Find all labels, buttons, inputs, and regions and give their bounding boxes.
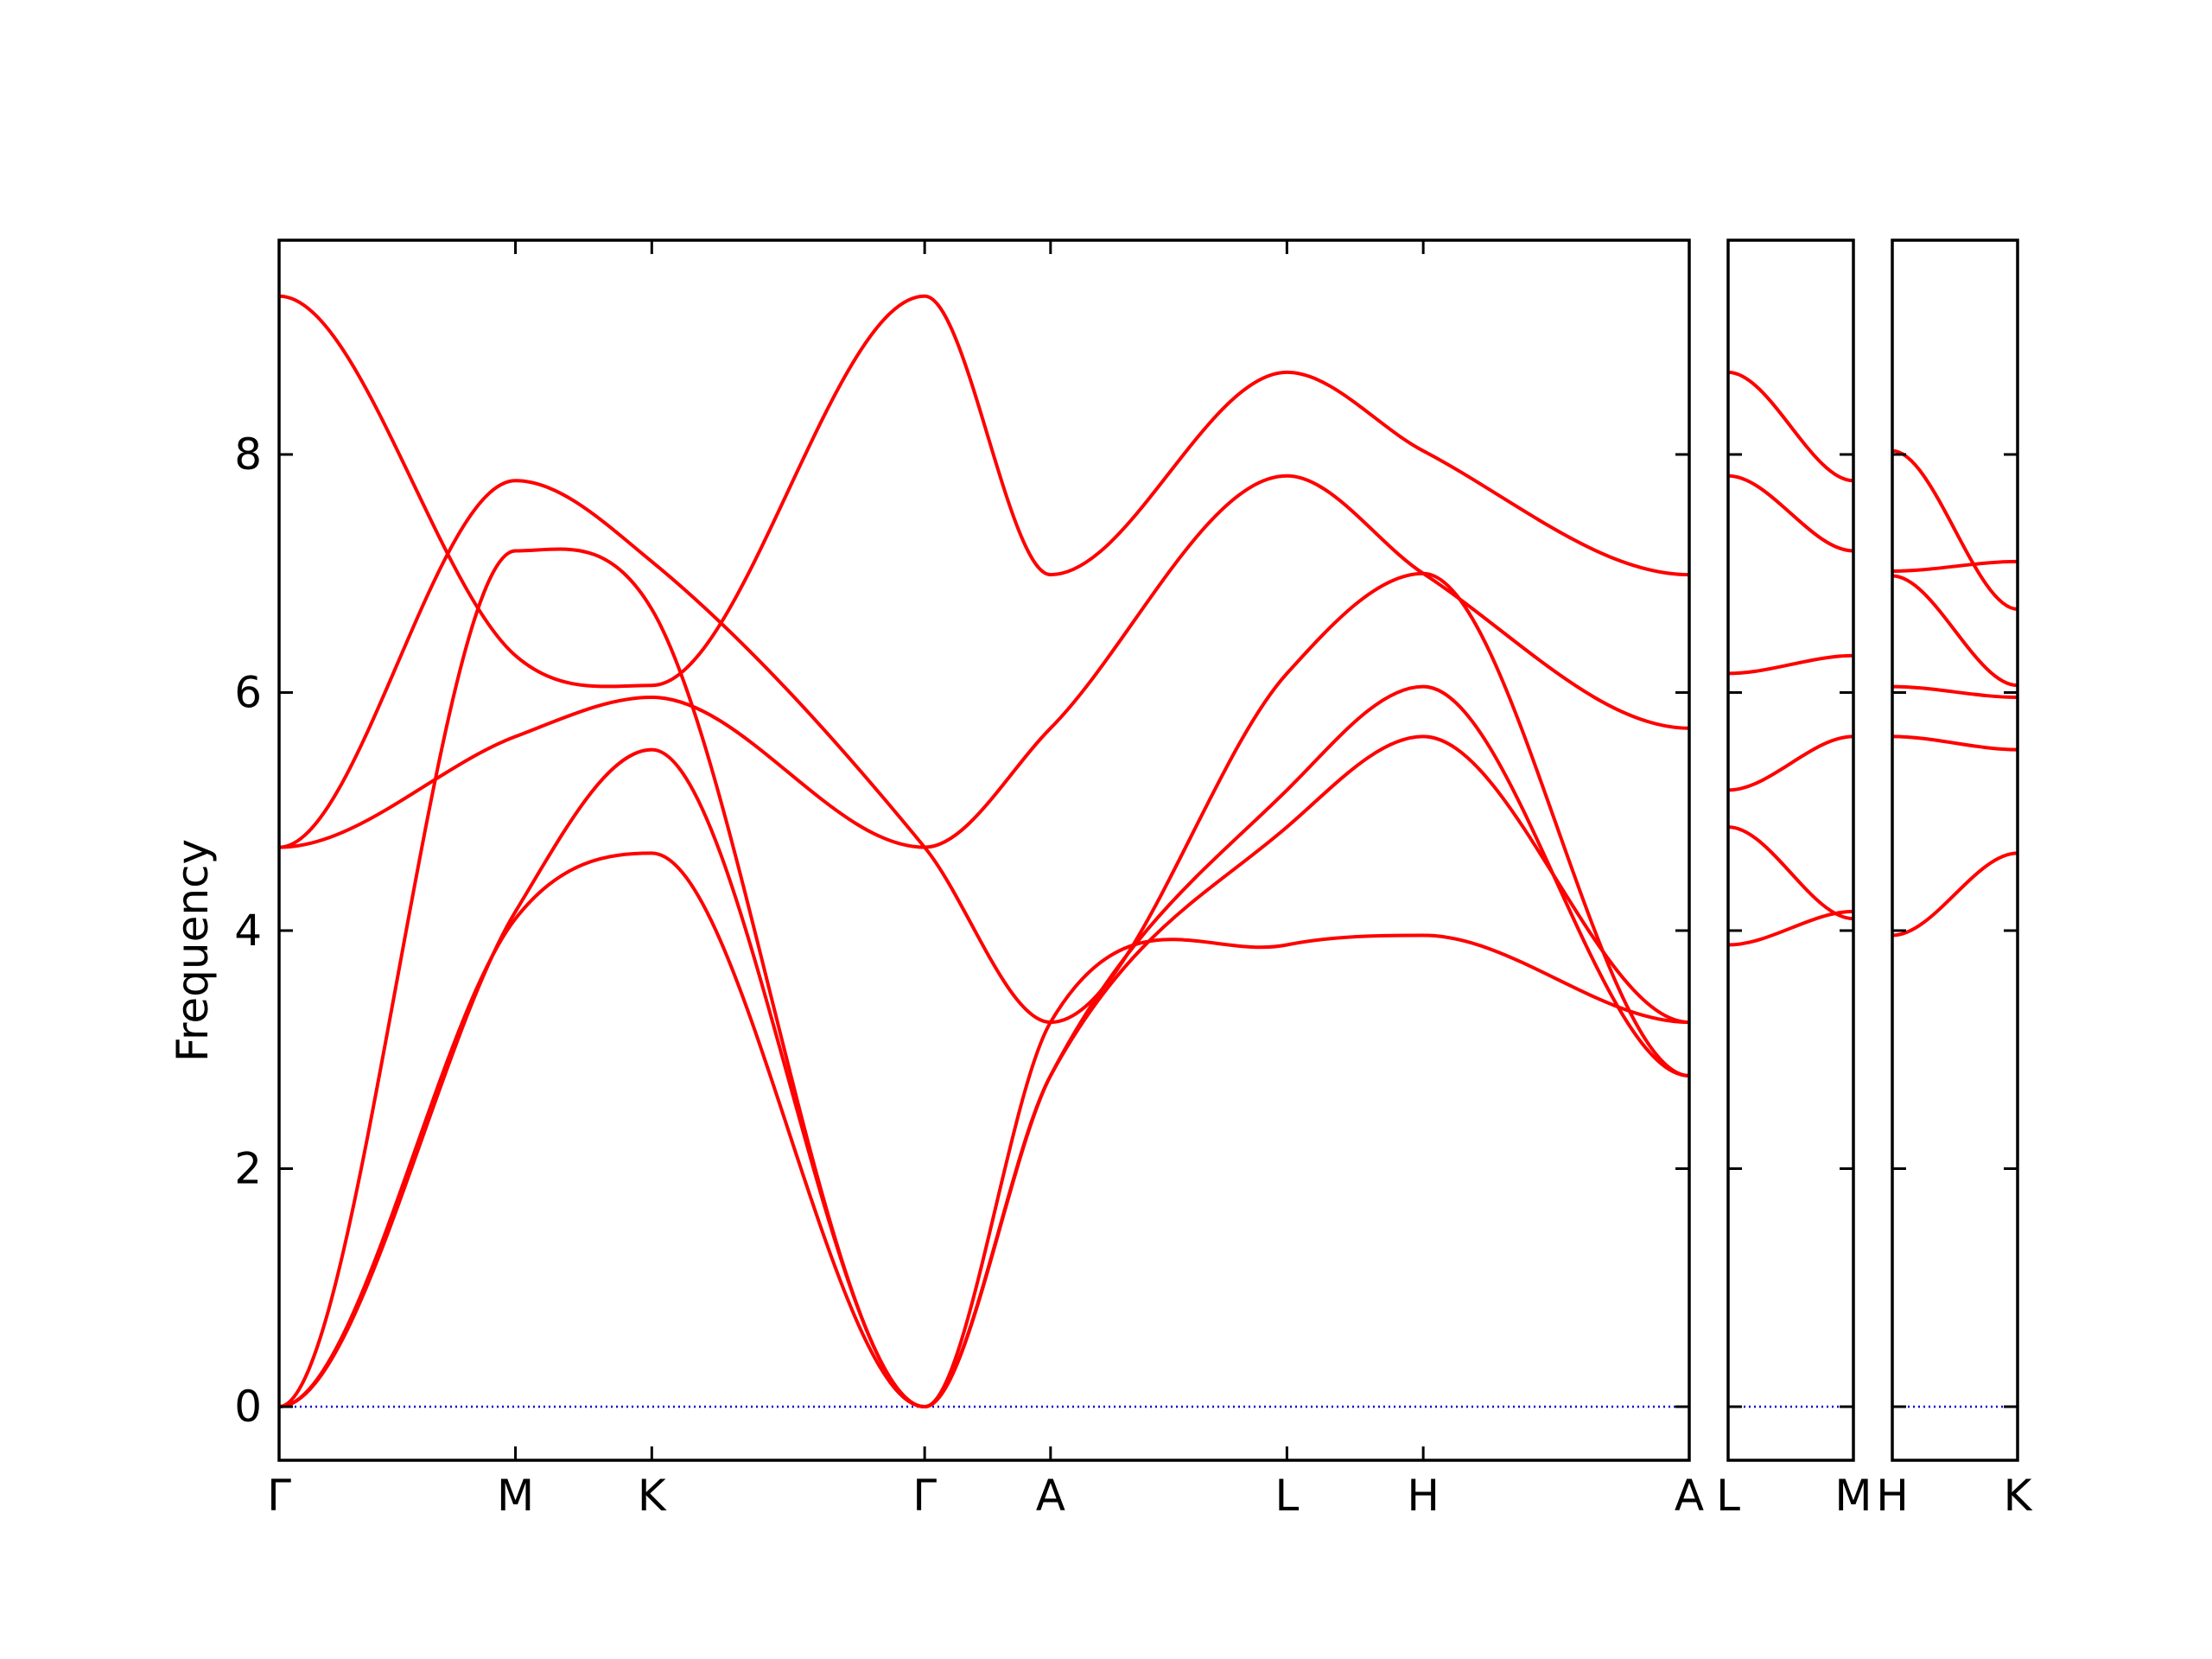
band-p1-5 bbox=[279, 474, 1689, 849]
band-p2-3 bbox=[1728, 734, 1853, 792]
x-tick-label: K bbox=[638, 1471, 667, 1521]
panel-p3-plot bbox=[1892, 448, 2018, 1408]
x-tick-label: H bbox=[1876, 1471, 1909, 1521]
x-tick-label: H bbox=[1407, 1471, 1440, 1521]
panel-p1-frame bbox=[277, 238, 1691, 1462]
panel-p2-frame bbox=[1726, 238, 1855, 1462]
band-p1-2 bbox=[279, 734, 1689, 1408]
band-p2-1 bbox=[1728, 909, 1853, 947]
panel-p1-plot bbox=[279, 294, 1689, 1408]
band-p1-4 bbox=[279, 479, 1689, 1077]
band-p1-6 bbox=[279, 294, 1689, 689]
y-tick-label: 8 bbox=[234, 429, 262, 480]
band-p3-4 bbox=[1892, 574, 2018, 688]
band-p3-5 bbox=[1892, 559, 2018, 573]
band-p3-3 bbox=[1892, 684, 2018, 699]
band-p2-5 bbox=[1728, 474, 1853, 553]
bands-layer bbox=[279, 294, 2018, 1408]
x-tick-label: Γ bbox=[912, 1471, 937, 1521]
x-tick-label: L bbox=[1274, 1471, 1299, 1521]
x-tick-label: Γ bbox=[267, 1471, 291, 1521]
y-tick-label: 4 bbox=[234, 906, 262, 956]
band-p2-2 bbox=[1728, 825, 1853, 921]
y-tick-label: 2 bbox=[234, 1143, 262, 1193]
band-p2-4 bbox=[1728, 653, 1853, 676]
band-p1-1 bbox=[279, 684, 1689, 1408]
frames-layer bbox=[277, 238, 2019, 1462]
x-tick-label: A bbox=[1675, 1471, 1704, 1521]
band-p3-6 bbox=[1892, 448, 2018, 611]
ticks-layer bbox=[277, 240, 2019, 1460]
panel-p2-plot bbox=[1728, 370, 1853, 1408]
panel-p3-frame bbox=[1891, 238, 2019, 1462]
x-tick-label: A bbox=[1036, 1471, 1065, 1521]
band-p3-1 bbox=[1892, 851, 2018, 938]
x-tick-label: L bbox=[1716, 1471, 1740, 1521]
y-tick-label: 0 bbox=[234, 1382, 262, 1432]
band-p3-2 bbox=[1892, 734, 2018, 752]
x-tick-label: M bbox=[497, 1471, 534, 1521]
band-p2-6 bbox=[1728, 370, 1853, 483]
y-tick-label: 6 bbox=[234, 667, 262, 717]
x-tick-label: M bbox=[1834, 1471, 1872, 1521]
x-tick-label: K bbox=[2004, 1471, 2033, 1521]
band-p1-3 bbox=[279, 547, 1689, 1408]
y-axis-label: Frequency bbox=[168, 839, 218, 1062]
